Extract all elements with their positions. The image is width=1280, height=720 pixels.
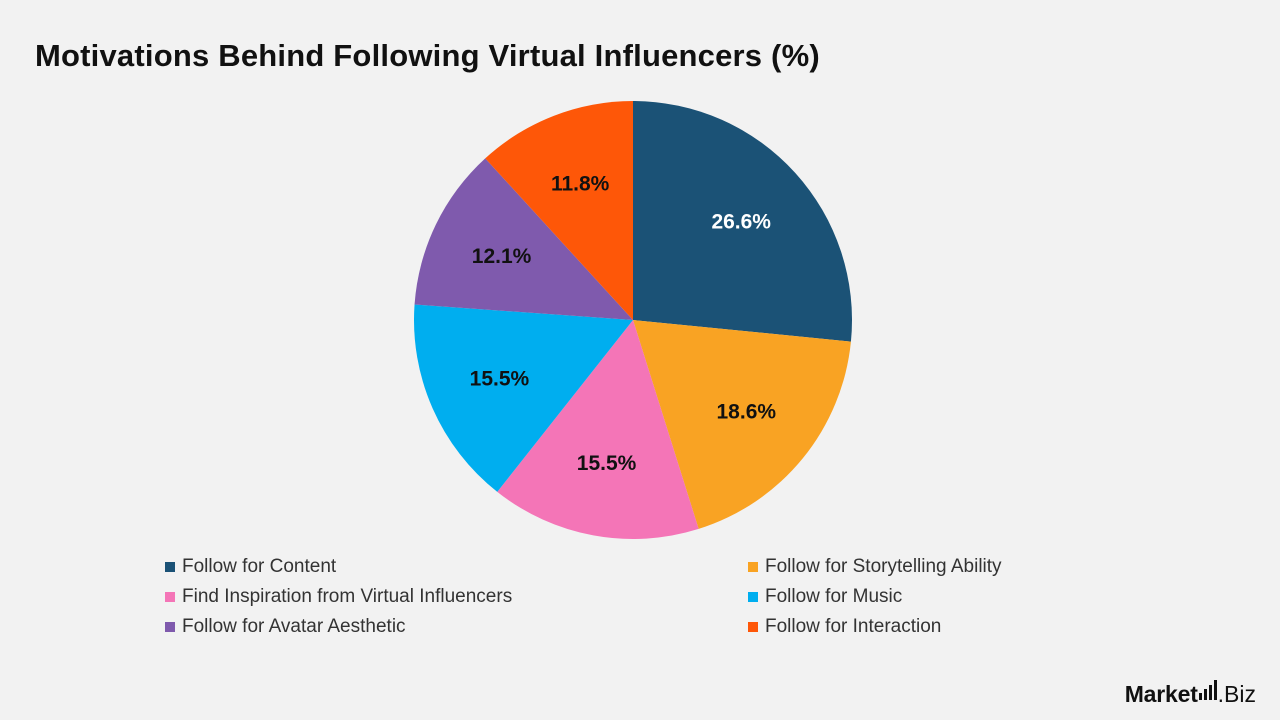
legend-swatch-find-inspiration-from-virtual-influencers [165, 592, 175, 602]
legend-item-follow-for-music: Follow for Music [748, 585, 1048, 609]
pie-slice-follow-for-avatar-aesthetic [414, 158, 633, 320]
logo-brand: Market [1124, 681, 1198, 707]
legend-label-follow-for-content: Follow for Content [182, 556, 337, 577]
bar-chart-icon [1198, 678, 1217, 700]
data-label-follow-for-content: 26.6% [711, 210, 771, 233]
data-label-follow-for-interaction: 11.8% [551, 172, 610, 195]
data-label-follow-for-music: 15.5% [470, 367, 530, 390]
chart-title: Motivations Behind Following Virtual Inf… [35, 38, 820, 73]
legend-label-follow-for-interaction: Follow for Interaction [765, 616, 942, 637]
data-label-find-inspiration-from-virtual-influencers: 15.5% [577, 452, 637, 475]
pie-slice-follow-for-storytelling-ability [633, 320, 851, 529]
legend-item-follow-for-content: Follow for Content [165, 555, 748, 579]
legend-swatch-follow-for-content [165, 562, 175, 572]
marketbiz-logo: Market .Biz [1125, 678, 1256, 706]
legend-swatch-follow-for-music [748, 592, 758, 602]
pie-slice-follow-for-interaction [485, 101, 633, 320]
chart-legend: Follow for Content Follow for Storytelli… [165, 555, 1065, 639]
data-label-follow-for-avatar-aesthetic: 12.1% [472, 245, 532, 268]
legend-item-follow-for-storytelling-ability: Follow for Storytelling Ability [748, 555, 1048, 579]
pie-slice-find-inspiration-from-virtual-influencers [497, 320, 699, 539]
legend-item-follow-for-avatar-aesthetic: Follow for Avatar Aesthetic [165, 615, 748, 639]
pie-slice-follow-for-content [633, 101, 852, 342]
pie-slice-follow-for-music [414, 304, 633, 492]
legend-label-follow-for-music: Follow for Music [765, 586, 903, 607]
legend-label-follow-for-avatar-aesthetic: Follow for Avatar Aesthetic [182, 616, 406, 637]
data-label-follow-for-storytelling-ability: 18.6% [717, 401, 777, 424]
legend-swatch-follow-for-avatar-aesthetic [165, 622, 175, 632]
legend-swatch-follow-for-interaction [748, 622, 758, 632]
legend-item-follow-for-interaction: Follow for Interaction [748, 615, 1048, 639]
legend-item-find-inspiration-from-virtual-influencers: Find Inspiration from Virtual Influencer… [165, 585, 748, 609]
legend-label-find-inspiration-from-virtual-influencers: Find Inspiration from Virtual Influencer… [182, 586, 513, 607]
legend-swatch-follow-for-storytelling-ability [748, 562, 758, 572]
logo-suffix: .Biz [1217, 681, 1256, 707]
legend-label-follow-for-storytelling-ability: Follow for Storytelling Ability [765, 556, 1002, 577]
